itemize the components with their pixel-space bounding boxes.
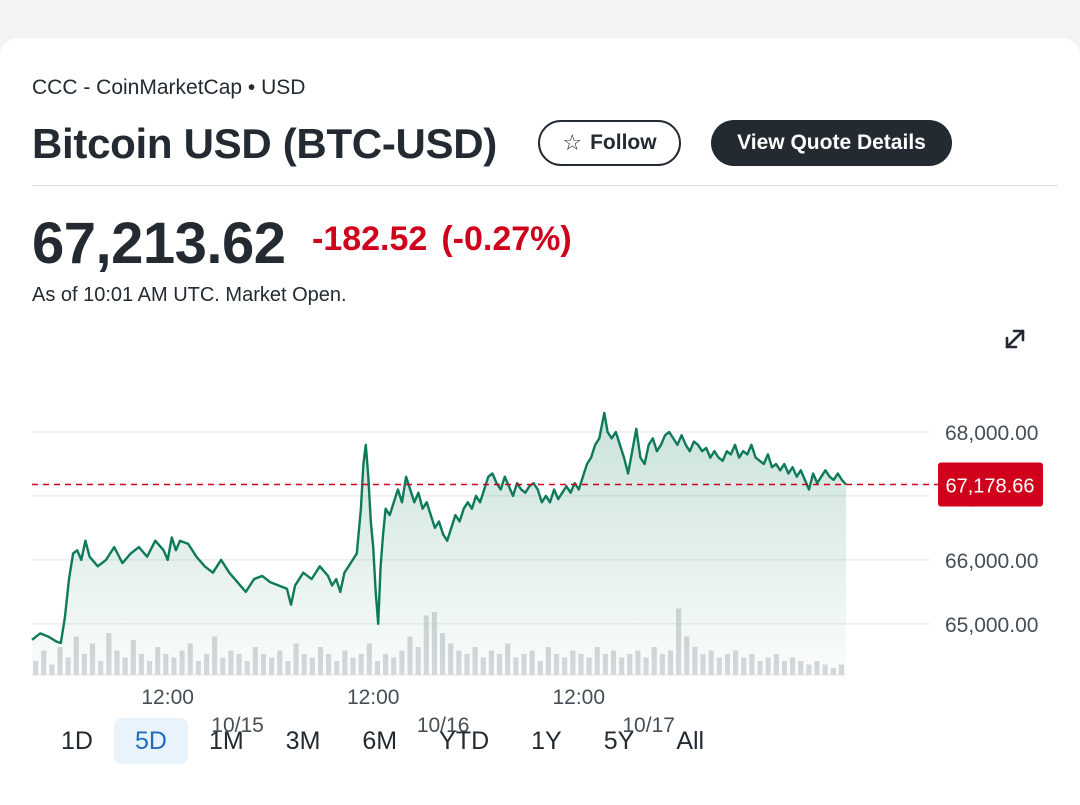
y-tick-label: 65,000.00 xyxy=(945,614,1038,637)
expand-arrows-icon[interactable] xyxy=(1000,324,1030,354)
range-5y[interactable]: 5Y xyxy=(603,726,635,755)
range-5d[interactable]: 5D xyxy=(113,718,188,764)
change-value: -182.52 xyxy=(312,220,428,258)
price-chart[interactable]: 68,000.0067,000.0066,000.0065,000.0067,1… xyxy=(0,380,1080,740)
follow-label: Follow xyxy=(590,131,657,154)
reference-label-box xyxy=(938,462,1043,507)
as-of-timestamp: As of 10:01 AM UTC. Market Open. xyxy=(32,284,347,306)
quote-card: CCC - CoinMarketCap • USD Bitcoin USD (B… xyxy=(0,38,1080,805)
price-line xyxy=(31,411,847,645)
range-3m[interactable]: 3M xyxy=(285,726,321,755)
range-selector: 1D 5D 1M 3M 6M YTD 1Y 5Y All xyxy=(40,718,725,766)
range-ytd[interactable]: YTD xyxy=(439,726,490,755)
range-1y[interactable]: 1Y xyxy=(531,726,562,755)
x-tick-label: 10/17 xyxy=(622,714,675,737)
page-title: Bitcoin USD (BTC-USD) xyxy=(32,120,497,167)
x-tick-label: 12:00 xyxy=(552,686,605,709)
reference-label: 67,178.66 xyxy=(946,476,1035,498)
star-outline-icon: ☆ xyxy=(562,130,583,155)
y-tick-label: 68,000.00 xyxy=(945,422,1038,445)
price-change: -182.52 (-0.27%) xyxy=(312,220,572,259)
x-tick-label: 12:00 xyxy=(347,686,400,709)
current-price: 67,213.62 xyxy=(32,211,286,276)
x-tick-label: 10/15 xyxy=(211,714,264,737)
x-tick-label: 10/16 xyxy=(417,714,470,737)
x-tick-label: 12:00 xyxy=(141,686,194,709)
range-1m[interactable]: 1M xyxy=(208,726,244,755)
follow-button[interactable]: ☆ Follow xyxy=(538,120,681,166)
change-percent: (-0.27%) xyxy=(441,220,572,258)
range-6m[interactable]: 6M xyxy=(362,726,398,755)
view-quote-details-button[interactable]: View Quote Details xyxy=(711,120,952,166)
price-area xyxy=(32,412,846,675)
range-1d[interactable]: 1D xyxy=(61,726,93,755)
range-all[interactable]: All xyxy=(676,726,705,755)
quote-source: CCC - CoinMarketCap • USD xyxy=(32,76,306,99)
header-divider xyxy=(32,185,1058,186)
y-tick-label: 66,000.00 xyxy=(945,550,1038,573)
